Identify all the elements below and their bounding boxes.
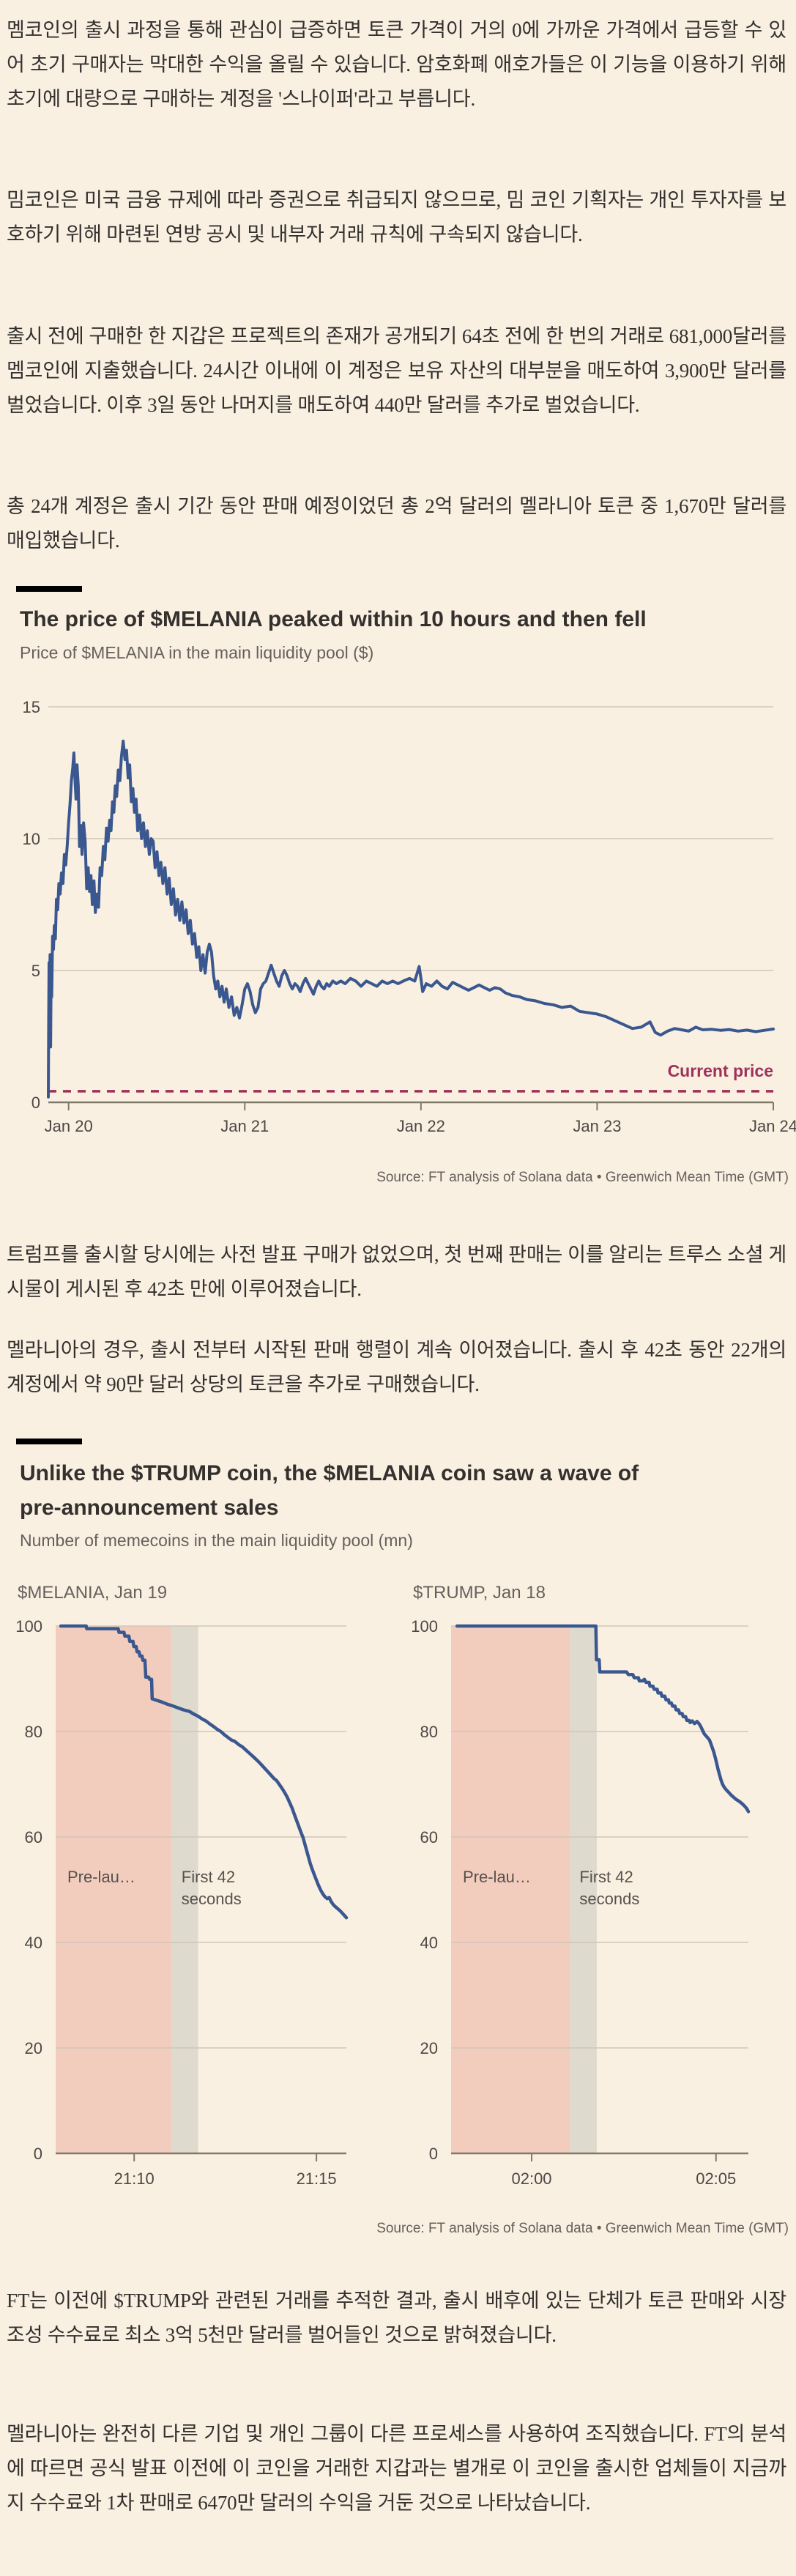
first-42-seconds-region [570, 1626, 597, 2153]
melania-price-line-chart: 0 5 10 15 Jan 20 Jan 21 Jan 22 Jan 23 Jan 24 Curr… [23, 698, 796, 1135]
y-axis-tick-label: 0 [429, 2145, 438, 2163]
y-axis-tick-label: 20 [420, 2039, 438, 2057]
x-axis-tick-label: Jan 21 [220, 1117, 269, 1135]
tokens-in-pool-line [59, 1624, 349, 1920]
paragraph-24-accounts: 총 24개 계정은 출시 기간 동안 판매 예정이었던 총 2억 달러의 멜라니… [7, 495, 786, 552]
y-axis-tick-label: 60 [420, 1828, 438, 1846]
chart-panel: $TRUMP, Jan 18 0 20 40 60 80 100 02:00 02:05 Pre-… [411, 1583, 751, 2188]
y-axis-tick-label: 0 [34, 2145, 42, 2163]
y-axis-tick-label: 100 [15, 1617, 42, 1636]
x-axis-tick-label: Jan 24 [749, 1117, 796, 1135]
y-axis-tick-label: 40 [25, 1934, 42, 1952]
region-label: First 42 [182, 1868, 235, 1886]
paragraph-regulation: 밈코인은 미국 금융 규제에 따라 증권으로 취급되지 않으므로, 밈 코인 기… [7, 189, 786, 245]
x-axis-tick-label: 21:15 [297, 2169, 337, 2188]
chart-title-melania-price: The price of $MELANIA peaked within 10 h… [20, 607, 647, 631]
paragraph-snipers: 멤코인의 출시 과정을 통해 관심이 급증하면 토큰 가격이 거의 0에 가까운… [7, 19, 786, 110]
x-axis-tick-label: Jan 20 [45, 1117, 93, 1135]
paragraph-wallet-681000: 출시 전에 구매한 한 지갑은 프로젝트의 존재가 공개되기 64초 전에 한 … [7, 325, 786, 416]
y-axis-tick-label: 15 [23, 698, 40, 716]
x-axis-tick-label: 02:05 [696, 2169, 736, 2188]
x-axis-tick-label: 21:10 [114, 2169, 155, 2188]
y-axis-tick-label: 60 [25, 1828, 42, 1846]
pre-launch-region [56, 1626, 172, 2153]
chart-subtitle-pre-announcement: Number of memecoins in the main liquidit… [20, 1531, 413, 1550]
price-line [47, 739, 775, 1099]
chart-source-pre-announcement: Source: FT analysis of Solana data • Gre… [376, 2221, 789, 2236]
region-label: seconds [579, 1890, 639, 1908]
x-axis-tick-label: Jan 22 [397, 1117, 445, 1135]
chart-title-pre-announcement: Unlike the $TRUMP coin, the $MELANIA coi… [20, 1461, 639, 1520]
paragraph-ft-trump-tracking: FT는 이전에 $TRUMP와 관련된 거래를 추적한 결과, 출시 배후에 있… [7, 2290, 786, 2346]
chart-source-melania-price: Source: FT analysis of Solana data • Gre… [376, 1170, 789, 1185]
y-axis-tick-label: 0 [31, 1094, 40, 1112]
region-label: First 42 [579, 1868, 633, 1886]
panel-label: $MELANIA, Jan 19 [18, 1583, 167, 1603]
y-axis-tick-label: 20 [25, 2039, 42, 2057]
y-axis-tick-label: 10 [23, 830, 40, 848]
tokens-in-pool-line [455, 1624, 751, 1814]
y-axis-tick-label: 5 [31, 962, 40, 980]
y-axis-tick-label: 80 [420, 1723, 438, 1741]
y-axis-tick-label: 100 [411, 1617, 438, 1636]
region-label: Pre-lau… [67, 1868, 135, 1886]
pre-launch-region [451, 1626, 570, 2153]
x-axis-tick-label: Jan 23 [573, 1117, 621, 1135]
current-price-label: Current price [668, 1061, 773, 1080]
x-axis-tick-label: 02:00 [511, 2169, 551, 2188]
region-label: Pre-lau… [463, 1868, 531, 1886]
pre-announcement-sales-chart: $MELANIA, Jan 19 0 20 40 60 80 100 21:10 21:15 Pr… [15, 1583, 751, 2188]
paragraph-trump-42-seconds: 트럼프를 출시할 당시에는 사전 발표 구매가 없었으며, 첫 번째 판매는 이… [7, 1244, 786, 1300]
chart-subtitle-melania-price: Price of $MELANIA in the main liquidity … [20, 643, 374, 662]
chart-panel: $MELANIA, Jan 19 0 20 40 60 80 100 21:10 21:15 Pr… [15, 1583, 349, 2188]
y-axis-tick-label: 80 [25, 1723, 42, 1741]
panel-label: $TRUMP, Jan 18 [413, 1583, 546, 1603]
paragraph-melania-organisers: 멜라니아는 완전히 다른 기업 및 개인 그룹이 다른 프로세스를 사용하여 조… [7, 2423, 786, 2514]
y-axis-tick-label: 40 [420, 1934, 438, 1952]
chart-kicker-bar [16, 586, 82, 592]
chart-kicker-bar [16, 1439, 82, 1444]
paragraph-melania-sales: 멜라니아의 경우, 출시 전부터 시작된 판매 행렬이 계속 이어졌습니다. 출… [7, 1339, 786, 1395]
region-label: seconds [182, 1890, 242, 1908]
